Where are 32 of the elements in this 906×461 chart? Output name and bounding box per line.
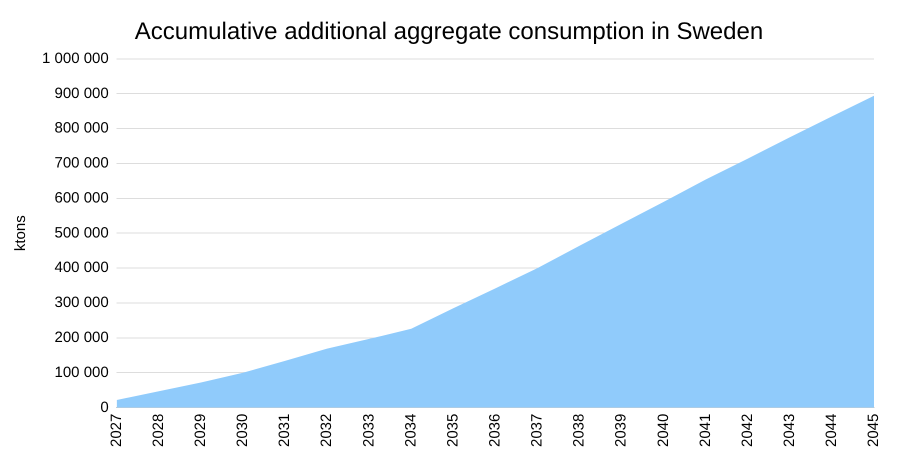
x-tick-label: 2032	[318, 414, 336, 448]
x-tick-label: 2035	[444, 414, 462, 448]
x-tick-label: 2039	[612, 414, 630, 448]
x-tick-label: 2044	[823, 414, 840, 448]
y-tick-label: 900 000	[54, 84, 109, 102]
x-tick-label: 2040	[654, 414, 672, 448]
y-tick-label: 800 000	[54, 120, 109, 137]
x-tick-label: 2034	[402, 414, 420, 448]
x-tick-label: 2043	[781, 414, 798, 448]
x-tick-label: 2042	[738, 414, 756, 448]
y-tick-label: 500 000	[54, 224, 109, 242]
chart-title: Accumulative additional aggregate consumption in Sweden	[134, 18, 764, 46]
x-tick-label: 2027	[108, 414, 125, 448]
x-tick-label: 2030	[234, 414, 252, 448]
x-tick-label: 2029	[192, 414, 210, 448]
x-tick-label: 2041	[696, 414, 714, 448]
x-tick-label: 2036	[486, 414, 504, 448]
y-tick-label: 0	[100, 398, 109, 416]
y-axis-title: ktons	[12, 215, 30, 252]
y-tick-label: 600 000	[54, 189, 109, 206]
x-tick-label: 2037	[528, 414, 546, 448]
y-tick-label: 200 000	[54, 329, 109, 346]
y-tick-label: 300 000	[54, 294, 109, 312]
x-tick-label: 2033	[360, 414, 378, 448]
x-tick-label: 2038	[570, 414, 588, 448]
y-tick-label: 100 000	[54, 364, 109, 381]
x-tick-label: 2045	[865, 414, 882, 448]
x-tick-label: 2028	[150, 414, 167, 448]
y-tick-label: 1 000 000	[42, 50, 109, 67]
x-tick-label: 2031	[276, 414, 294, 448]
y-tick-label: 400 000	[54, 259, 109, 276]
y-tick-label: 700 000	[54, 154, 109, 172]
